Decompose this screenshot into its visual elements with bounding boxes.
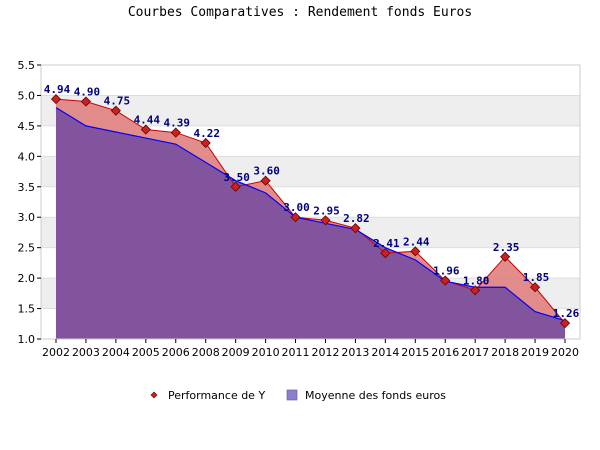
data-label-performance: 3.60 bbox=[253, 165, 280, 178]
x-tick-label: 2011 bbox=[282, 346, 310, 359]
x-tick-label: 2003 bbox=[72, 346, 100, 359]
y-tick-label: 5.0 bbox=[18, 89, 36, 102]
legend-swatch-average bbox=[286, 389, 298, 401]
x-tick-label: 2002 bbox=[42, 346, 70, 359]
data-point-performance bbox=[440, 275, 451, 286]
x-tick-label: 2018 bbox=[491, 346, 519, 359]
y-tick-label: 1.5 bbox=[18, 303, 36, 316]
y-tick-label: 4.5 bbox=[18, 120, 36, 133]
chart-data-labels: 4.94 4.904.754.44 4.394.22 3.50 3.60 3.00 2.95… bbox=[44, 83, 580, 320]
legend-label-average: Moyenne des fonds euros bbox=[305, 389, 446, 402]
x-tick-label: 2016 bbox=[431, 346, 459, 359]
data-label-performance: 4.44 bbox=[134, 114, 161, 127]
data-point-performance bbox=[140, 124, 151, 135]
data-point-performance bbox=[50, 94, 62, 105]
x-tick-label: 2008 bbox=[192, 346, 220, 359]
x-tick-label: 2017 bbox=[461, 346, 489, 359]
data-point-performance bbox=[410, 246, 421, 257]
x-tick-label: 2009 bbox=[222, 346, 250, 359]
data-label-performance: 2.95 bbox=[313, 204, 340, 217]
data-label-performance: 2.82 bbox=[343, 212, 370, 225]
data-label-performance: 4.75 bbox=[104, 95, 131, 108]
x-tick-label: 2004 bbox=[102, 346, 130, 359]
data-point-performance bbox=[200, 137, 211, 149]
chart-legend: Performance de Y Moyenne des fonds euros bbox=[150, 389, 446, 402]
plot-frame bbox=[40, 64, 581, 340]
data-label-performance: 4.39 bbox=[164, 117, 191, 130]
legend-marker-performance bbox=[150, 391, 158, 399]
y-tick-label: 1.0 bbox=[18, 333, 36, 346]
data-point-performance bbox=[80, 96, 92, 107]
data-point-performance bbox=[320, 215, 331, 226]
data-point-performance bbox=[110, 105, 121, 116]
series-line-performance bbox=[55, 98, 566, 324]
data-label-performance: 2.44 bbox=[403, 235, 430, 248]
data-point-performance bbox=[380, 248, 391, 259]
legend-label-performance: Performance de Y bbox=[168, 389, 265, 402]
x-tick-label: 2006 bbox=[162, 346, 190, 359]
series-area-average bbox=[56, 107, 565, 339]
data-point-performance bbox=[350, 223, 361, 234]
y-tick-label: 5.5 bbox=[18, 59, 36, 72]
chart-markers bbox=[50, 94, 571, 329]
data-label-performance: 1.96 bbox=[433, 265, 460, 278]
chart-axes bbox=[37, 64, 581, 343]
series-line-average bbox=[55, 107, 566, 322]
data-point-performance bbox=[559, 318, 571, 329]
data-label-performance: 2.41 bbox=[373, 237, 400, 250]
x-tick-label: 2005 bbox=[132, 346, 160, 359]
data-label-performance: 3.50 bbox=[223, 171, 250, 184]
x-tick-label: 2015 bbox=[401, 346, 429, 359]
data-label-performance: 2.35 bbox=[493, 241, 520, 254]
data-point-performance bbox=[260, 175, 271, 186]
x-tick-label: 2010 bbox=[252, 346, 280, 359]
chart-areas bbox=[55, 98, 566, 339]
data-point-performance bbox=[230, 181, 241, 192]
data-label-performance: 1.80 bbox=[463, 274, 490, 287]
data-point-performance bbox=[470, 285, 481, 296]
x-tick-label: 2020 bbox=[551, 346, 579, 359]
y-tick-label: 2.0 bbox=[18, 272, 36, 285]
y-tick-label: 4.0 bbox=[18, 150, 36, 163]
data-label-performance: 1.26 bbox=[553, 307, 580, 320]
data-point-performance bbox=[529, 282, 541, 293]
data-point-performance bbox=[170, 127, 181, 138]
data-label-performance: 4.90 bbox=[74, 86, 101, 99]
y-tick-label: 3.5 bbox=[18, 181, 36, 194]
data-point-performance bbox=[290, 212, 301, 223]
y-tick-label: 2.5 bbox=[18, 242, 36, 255]
x-tick-label: 2014 bbox=[371, 346, 399, 359]
data-label-performance: 4.94 bbox=[44, 83, 71, 96]
data-label-performance: 3.00 bbox=[283, 201, 310, 214]
data-label-performance: 1.85 bbox=[523, 271, 550, 284]
y-tick-label: 3.0 bbox=[18, 211, 36, 224]
data-label-performance: 4.22 bbox=[193, 127, 220, 140]
x-tick-label: 2013 bbox=[341, 346, 369, 359]
data-point-performance bbox=[500, 251, 511, 262]
x-tick-label: 2012 bbox=[311, 346, 339, 359]
chart-title: Courbes Comparatives : Rendement fonds E… bbox=[127, 5, 473, 20]
x-tick-label: 2019 bbox=[521, 346, 549, 359]
